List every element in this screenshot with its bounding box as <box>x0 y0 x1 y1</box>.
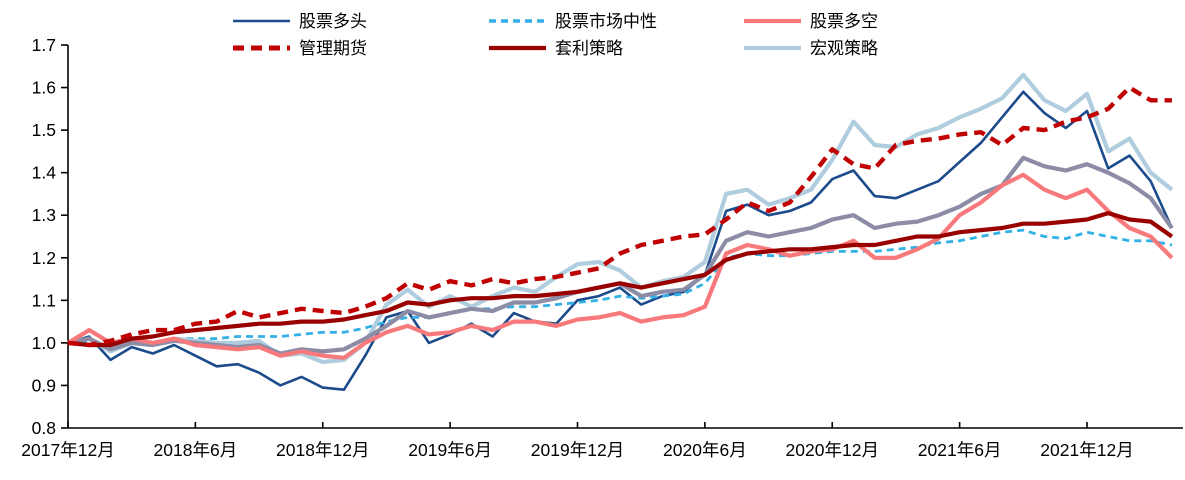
x-axis-tick-label: 2020年6月 <box>663 440 747 460</box>
x-axis-tick-label: 2021年6月 <box>918 440 1002 460</box>
x-axis-tick-label: 2017年12月 <box>21 440 114 460</box>
legend-label-equity-long: 股票多头 <box>299 12 367 31</box>
y-axis-tick-label: 0.9 <box>32 375 56 395</box>
x-axis-tick-label: 2020年12月 <box>786 440 879 460</box>
legend-item-equity-long-short: 股票多空 <box>744 12 878 31</box>
legend-label-equity-long-short: 股票多空 <box>810 12 878 31</box>
y-axis-tick-label: 1.3 <box>32 205 56 225</box>
legend-item-arbitrage: 套利策略 <box>489 39 623 58</box>
x-axis-tick-label: 2018年6月 <box>154 440 238 460</box>
y-axis-tick-label: 1.5 <box>32 120 56 140</box>
legend-label-macro: 宏观策略 <box>810 39 878 58</box>
y-axis-tick-label: 1.1 <box>32 290 56 310</box>
series-line-equity-long-short <box>66 172 1174 360</box>
legend-item-macro: 宏观策略 <box>744 39 878 58</box>
x-axis-tick-label: 2019年6月 <box>408 440 492 460</box>
y-axis-tick-label: 1.2 <box>32 248 56 268</box>
series-line-equity-long <box>67 90 1174 392</box>
legend-label-managed-futures: 管理期货 <box>299 39 367 58</box>
y-axis-tick-label: 1.0 <box>32 333 57 353</box>
y-axis-tick-label: 1.7 <box>32 35 56 55</box>
x-axis-tick-label: 2021年12月 <box>1040 440 1133 460</box>
y-axis-tick-label: 0.8 <box>32 418 56 438</box>
legend-item-equity-long: 股票多头 <box>233 12 367 31</box>
x-axis-tick-label: 2019年12月 <box>531 440 624 460</box>
y-axis-tick-label: 1.4 <box>32 163 57 183</box>
series-line-macro <box>67 72 1174 365</box>
legend-label-equity-market-neutral: 股票市场中性 <box>555 12 657 31</box>
series-line-unlabeled-gray <box>67 155 1174 356</box>
y-axis-tick-label: 1.6 <box>32 78 56 98</box>
series-line-managed-futures <box>67 85 1172 348</box>
legend-label-arbitrage: 套利策略 <box>555 39 623 58</box>
legend-item-equity-market-neutral: 股票市场中性 <box>489 12 657 31</box>
series-line-equity-market-neutral <box>67 228 1173 349</box>
x-axis-tick-label: 2018年12月 <box>276 440 369 460</box>
legend-item-managed-futures: 管理期货 <box>233 39 367 58</box>
series-line-arbitrage <box>67 211 1174 348</box>
